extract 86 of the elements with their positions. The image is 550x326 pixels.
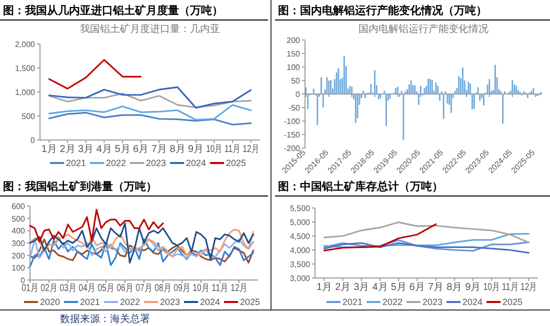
y-tick-label: 50 <box>291 76 301 86</box>
line-series <box>29 228 254 258</box>
y-tick-label: 0 <box>20 276 26 285</box>
x-tick-label: 11月 <box>212 283 232 294</box>
chart-subtitle: 国内电解铝运行产能变化情况 <box>358 23 488 35</box>
x-tick-label: 7月 <box>428 282 444 293</box>
y-tick-label: 0 <box>296 90 301 99</box>
x-tick-label: 1月 <box>316 282 332 293</box>
line-series <box>48 112 252 126</box>
x-tick-label: 12月 <box>242 144 264 155</box>
legend-label: 2021 <box>342 297 363 307</box>
line-series <box>323 239 530 252</box>
legend-label: 2024 <box>200 297 220 307</box>
y-tick-label: 1,500 <box>14 64 36 73</box>
legend-label: 2021 <box>80 297 100 307</box>
y-tick-label: 600 <box>12 202 26 211</box>
x-tick-label: 3月 <box>78 144 94 155</box>
chart-title: 图：我国铝土矿到港量（万吨） <box>3 180 157 193</box>
x-tick-label: 9月 <box>465 282 481 293</box>
y-tick-label: 4,500 <box>290 232 311 241</box>
legend-label: 2022 <box>106 158 126 168</box>
y-tick-label: -50 <box>288 104 301 112</box>
chart-title: 图：中国铝土矿库存总计（万吨） <box>278 180 443 193</box>
legend-label: 2024 <box>462 297 483 307</box>
line-series <box>323 223 437 252</box>
y-tick-label: 400 <box>12 226 26 236</box>
legend-label: 2025 <box>502 297 523 307</box>
source-note: 数据来源：海关总署 <box>60 313 150 325</box>
y-tick-label: 500 <box>12 214 26 224</box>
y-tick-label: 4,000 <box>290 246 311 255</box>
chart-title: 图：国内电解铝运行产能变化情况（万吨） <box>278 4 487 17</box>
y-tick-label: -150 <box>284 130 301 140</box>
y-tick-label: 5,500 <box>290 204 311 213</box>
line-series <box>29 236 254 259</box>
line-series <box>29 222 254 264</box>
legend-label: 2023 <box>146 158 166 168</box>
y-tick-label: 200 <box>286 36 301 45</box>
legend-label: 2023 <box>160 297 180 307</box>
y-tick-label: 1,000 <box>14 88 36 97</box>
x-tick-label: 8月 <box>446 282 462 293</box>
legend-label: 2022 <box>382 297 403 307</box>
x-tick-label: 2月 <box>60 144 76 155</box>
line-series <box>48 104 252 121</box>
x-tick-label: 12月 <box>520 282 542 293</box>
x-tick-label: 7月 <box>151 144 167 155</box>
x-tick-label: 5月 <box>390 282 406 293</box>
legend-label: 2020 <box>40 297 60 307</box>
chart-title: 图：我国从几内亚进口铝土矿月度量（万吨） <box>3 4 223 17</box>
line-series <box>29 208 164 243</box>
y-tick-label: 100 <box>286 63 301 72</box>
y-tick-label: 150 <box>286 50 301 58</box>
x-tick-label: 2月 <box>335 282 351 293</box>
line-series <box>48 59 142 90</box>
x-tick-label: 6月 <box>133 144 149 155</box>
x-tick-label: 5月 <box>114 144 130 155</box>
x-tick-label: 11月 <box>502 282 522 293</box>
legend-label: 2025 <box>240 297 260 307</box>
x-tick-label: 9月 <box>188 144 204 155</box>
y-tick-label: 2,000 <box>14 40 36 49</box>
x-tick-label: 4月 <box>372 282 388 293</box>
y-tick-label: 200 <box>12 251 26 260</box>
y-tick-label: 0 <box>30 136 36 145</box>
x-tick-label: 1月 <box>41 144 57 155</box>
y-tick-label: -200 <box>284 144 301 153</box>
legend-label: 2025 <box>226 158 246 168</box>
x-tick-label: 12月 <box>230 283 252 294</box>
y-tick-label: 5,000 <box>290 218 311 227</box>
line-series <box>323 221 530 244</box>
line-series <box>323 242 530 254</box>
y-tick-label: 100 <box>12 264 26 273</box>
legend-label: 2023 <box>422 297 443 307</box>
legend-label: 2024 <box>186 158 206 168</box>
chart-subtitle: 我国铝土矿月度进口量：几内亚 <box>80 23 220 35</box>
x-tick-label: 8月 <box>170 144 186 155</box>
y-tick-label: 3,500 <box>290 260 311 269</box>
legend-label: 2022 <box>120 297 140 307</box>
y-tick-label: 300 <box>12 239 26 248</box>
y-tick-label: 500 <box>22 112 36 121</box>
line-series <box>48 86 252 109</box>
x-tick-label: 6月 <box>409 282 425 293</box>
y-tick-label: -100 <box>284 117 301 126</box>
y-tick-label: 3,000 <box>290 274 311 283</box>
x-tick-label: 4月 <box>96 144 112 155</box>
legend-label: 2021 <box>66 158 86 168</box>
line-series <box>48 92 252 108</box>
x-tick-label: 3月 <box>354 282 370 293</box>
